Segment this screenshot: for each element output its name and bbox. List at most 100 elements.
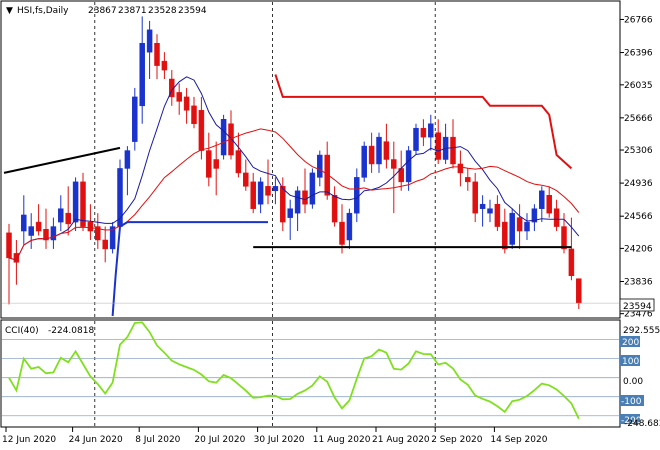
candle-body bbox=[524, 221, 530, 232]
candle-body bbox=[161, 60, 168, 71]
candle-body bbox=[568, 248, 575, 277]
date-label: 11 Aug 2020 bbox=[313, 435, 371, 445]
trend-line-black bbox=[3, 146, 121, 174]
candle-body bbox=[154, 42, 160, 66]
candle-body bbox=[435, 132, 441, 160]
candle-body bbox=[428, 123, 434, 138]
candle-body bbox=[561, 226, 567, 250]
low-value: 23528 bbox=[148, 6, 177, 16]
cci-100-box bbox=[620, 355, 640, 366]
candle-body bbox=[413, 127, 419, 151]
main-plot-frame bbox=[0, 0, 621, 319]
candle-body bbox=[191, 105, 197, 124]
candle-body bbox=[331, 195, 338, 223]
candle-body bbox=[43, 229, 49, 241]
cci-value-label: -224.0818 bbox=[48, 326, 94, 336]
candle-body bbox=[87, 221, 94, 232]
cci-axis-minus100: -100 bbox=[621, 397, 642, 407]
candle-body bbox=[176, 92, 182, 102]
date-label: 8 Jul 2020 bbox=[135, 435, 180, 445]
date-label: 21 Aug 2020 bbox=[372, 435, 430, 445]
price-tick-label: 26396 bbox=[624, 49, 653, 59]
date-label: 30 Jul 2020 bbox=[254, 435, 305, 445]
candle-body bbox=[420, 127, 427, 138]
candle-body bbox=[309, 172, 316, 205]
candle-body bbox=[376, 136, 382, 165]
cci-plot-frame bbox=[0, 319, 621, 428]
price-tick-label: 25666 bbox=[624, 114, 653, 124]
cci-axis-zero: 0.00 bbox=[623, 377, 643, 387]
candle-body bbox=[546, 195, 552, 214]
vertical-separators bbox=[94, 2, 436, 426]
candle-body bbox=[361, 145, 367, 178]
open-value: 23867 bbox=[88, 6, 117, 16]
price-tick-label: 26035 bbox=[624, 81, 653, 91]
candle-body bbox=[102, 239, 108, 250]
price-tick-label: 25306 bbox=[624, 146, 653, 156]
candle-body bbox=[220, 119, 227, 156]
candle-body bbox=[339, 221, 345, 245]
date-label: 12 Jun 2020 bbox=[2, 435, 56, 445]
dropdown-triangle-icon[interactable]: ▼ bbox=[6, 6, 13, 16]
resistance-line-red bbox=[274, 74, 573, 170]
candle-body bbox=[487, 208, 493, 214]
price-tick-label: 23836 bbox=[624, 277, 653, 287]
candle-body bbox=[531, 208, 538, 223]
candle-body bbox=[206, 150, 212, 178]
support-line-blue bbox=[111, 221, 268, 317]
candle-body bbox=[257, 181, 264, 205]
cci-indicator-label: CCI(40) bbox=[5, 326, 39, 336]
candle-body bbox=[132, 96, 138, 142]
candle-body bbox=[139, 42, 145, 107]
cci-axis-100: 100 bbox=[622, 357, 639, 367]
candle-body bbox=[72, 181, 79, 223]
candle-body bbox=[58, 208, 64, 223]
candle-body bbox=[494, 203, 501, 227]
cci-line bbox=[8, 321, 580, 420]
candle-body bbox=[346, 212, 353, 241]
symbol-label: HSI,fs,Daily bbox=[17, 6, 69, 16]
cci-axis-max: 292.5551 bbox=[623, 326, 660, 336]
candle-body bbox=[479, 203, 486, 209]
last-price-label: 23594 bbox=[623, 302, 652, 312]
candle-body bbox=[198, 110, 205, 151]
candle-body bbox=[450, 136, 456, 165]
candle-body bbox=[235, 150, 242, 174]
candle-body bbox=[391, 159, 397, 169]
candle-body bbox=[294, 190, 301, 214]
candle-body bbox=[287, 208, 293, 218]
cci-line-group bbox=[8, 321, 580, 420]
moving-average-fast bbox=[8, 76, 580, 261]
cci-axis-minus200: -200 bbox=[621, 416, 642, 426]
candle-body bbox=[95, 226, 101, 241]
candle-body bbox=[265, 186, 271, 196]
candle-body bbox=[243, 172, 249, 187]
candle-body bbox=[317, 154, 323, 178]
candle-body bbox=[457, 163, 464, 174]
cci-minus100-box bbox=[620, 395, 644, 406]
candle-body bbox=[6, 232, 12, 259]
candle-body bbox=[383, 141, 390, 160]
last-price-box bbox=[619, 298, 655, 312]
candle-body bbox=[302, 190, 308, 205]
candle-body bbox=[516, 217, 523, 232]
price-tick-label: 24566 bbox=[624, 212, 653, 222]
cci-axis-min: -248.683 bbox=[624, 419, 660, 429]
candle-body bbox=[368, 145, 375, 165]
candle-body bbox=[509, 212, 515, 245]
cci-minus200-box bbox=[620, 414, 640, 424]
candle-body bbox=[65, 212, 71, 225]
date-label: 14 Sep 2020 bbox=[490, 435, 547, 445]
candle-body bbox=[109, 226, 116, 250]
candle-body bbox=[213, 159, 219, 169]
price-axis: 26766 26396 26035 25666 25306 24936 24566 24206… bbox=[620, 15, 653, 320]
candle-body bbox=[354, 177, 360, 214]
cci-level-lines bbox=[2, 339, 619, 417]
candle-body bbox=[576, 278, 582, 304]
indicator-overlays bbox=[2, 74, 619, 317]
price-tick-label: 24206 bbox=[624, 244, 653, 254]
candle-body bbox=[50, 226, 57, 241]
candle-body bbox=[405, 150, 412, 183]
date-axis: 12 Jun 2020 24 Jun 2020 8 Jul 2020 20 Jul 2… bbox=[2, 427, 548, 445]
